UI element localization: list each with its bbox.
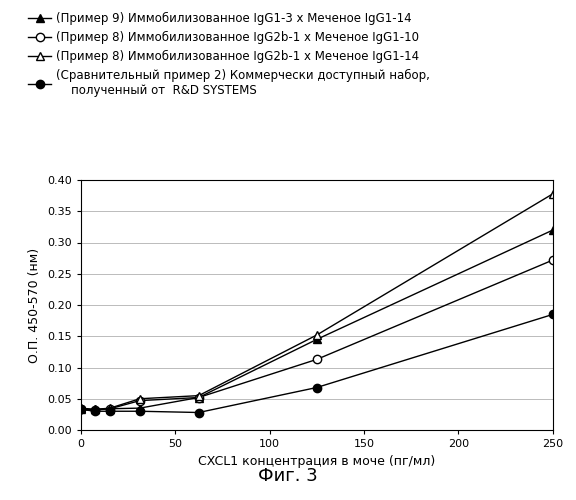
Legend: (Пример 9) Иммобилизованное IgG1-3 х Меченое IgG1-14, (Пример 8) Иммобилизованно: (Пример 9) Иммобилизованное IgG1-3 х Меч… <box>23 8 435 102</box>
Y-axis label: О.П. 450-570 (нм): О.П. 450-570 (нм) <box>28 248 41 362</box>
X-axis label: CXCL1 концентрация в моче (пг/мл): CXCL1 концентрация в моче (пг/мл) <box>198 454 435 468</box>
Text: Фиг. 3: Фиг. 3 <box>258 467 318 485</box>
